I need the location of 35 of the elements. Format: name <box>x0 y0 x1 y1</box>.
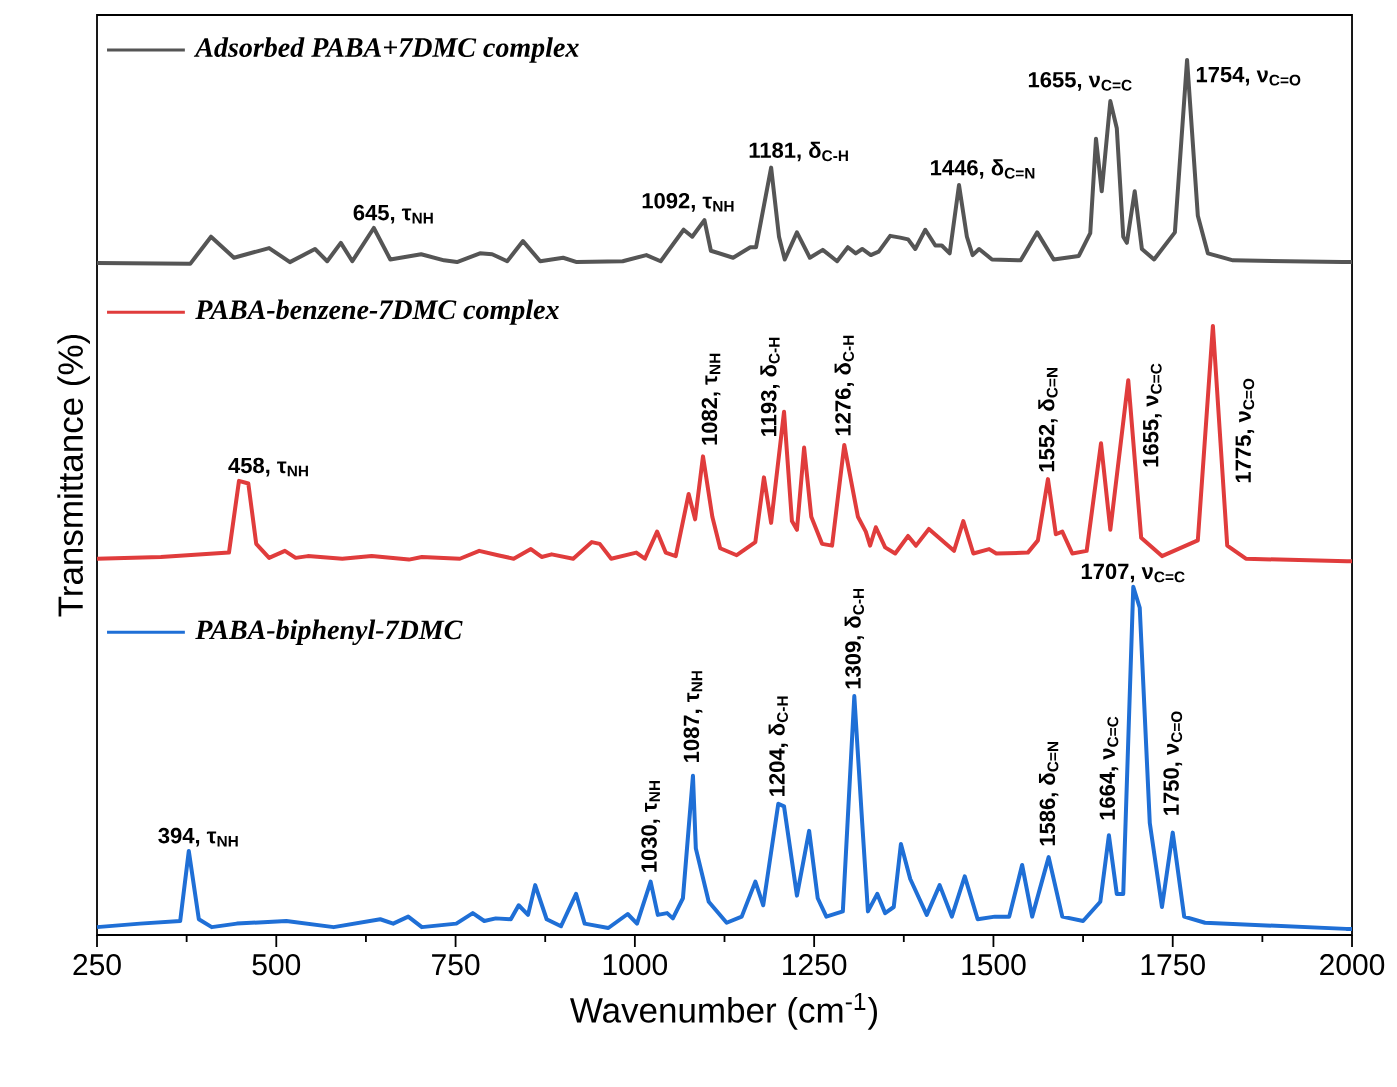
annotation: 1181, δ$_{C-H}$ <box>749 141 848 162</box>
annotation: 1664, ν$_{C=C}$ <box>1099 716 1119 820</box>
x-tick-label: 1250 <box>783 954 847 976</box>
annotation: 1030, τ$_{NH}$ <box>641 781 661 872</box>
annotation: 1754, ν$_{C=O}$ <box>1196 67 1301 86</box>
x-tick-label: 1750 <box>1141 954 1205 976</box>
annotation: 1552, δ$_{C=N}$ <box>1038 368 1058 472</box>
x-tick-label: 500 <box>252 954 301 976</box>
x-tick-label: 1500 <box>962 954 1026 976</box>
x-tick-label: 1000 <box>603 954 668 976</box>
annotation: 1204, δ$_{C-H}$ <box>768 696 788 796</box>
y-axis-title: Transmittance (%) <box>57 334 90 617</box>
legend-label: PABA-benzene-7DMC complex <box>195 299 559 325</box>
x-tick-label: 2000 <box>1320 954 1385 976</box>
x-tick-label: 250 <box>73 954 121 976</box>
annotation: 458, τ$_{NH}$ <box>228 457 308 477</box>
x-tick-label: 750 <box>432 954 480 976</box>
annotation: 394, τ$_{NH}$ <box>158 827 238 847</box>
annotation: 1775, ν$_{C=O}$ <box>1235 378 1255 483</box>
annotation: 1707, ν$_{C=C}$ <box>1081 563 1185 583</box>
annotation: 1082, τ$_{NH}$ <box>701 353 721 445</box>
annotation: 1276, δ$_{C-H}$ <box>834 335 854 436</box>
annotation: 1092, τ$_{NH}$ <box>642 192 734 212</box>
legend-label: PABA-biphenyl-7DMC <box>195 619 463 646</box>
annotation: 1309, δ$_{C-H}$ <box>844 588 865 689</box>
annotation: 1750, ν$_{C=O}$ <box>1163 711 1183 815</box>
annotation: 1655, ν$_{C=C}$ <box>1142 363 1162 467</box>
annotation: 1446, δ$_{C=N}$ <box>931 159 1035 179</box>
x-axis-title: Wavenumber (cm$^{-1}$) <box>570 993 877 1030</box>
annotation: 1193, δ$_{C-H}$ <box>760 337 780 436</box>
annotation: 1087, τ$_{NH}$ <box>683 671 703 762</box>
annotation: 1655, ν$_{C=C}$ <box>1028 71 1132 91</box>
annotation: 1586, δ$_{C=N}$ <box>1038 742 1059 846</box>
legend-label: Adsorbed PABA+7DMC complex <box>193 37 579 63</box>
annotation: 645, τ$_{NH}$ <box>353 204 433 224</box>
